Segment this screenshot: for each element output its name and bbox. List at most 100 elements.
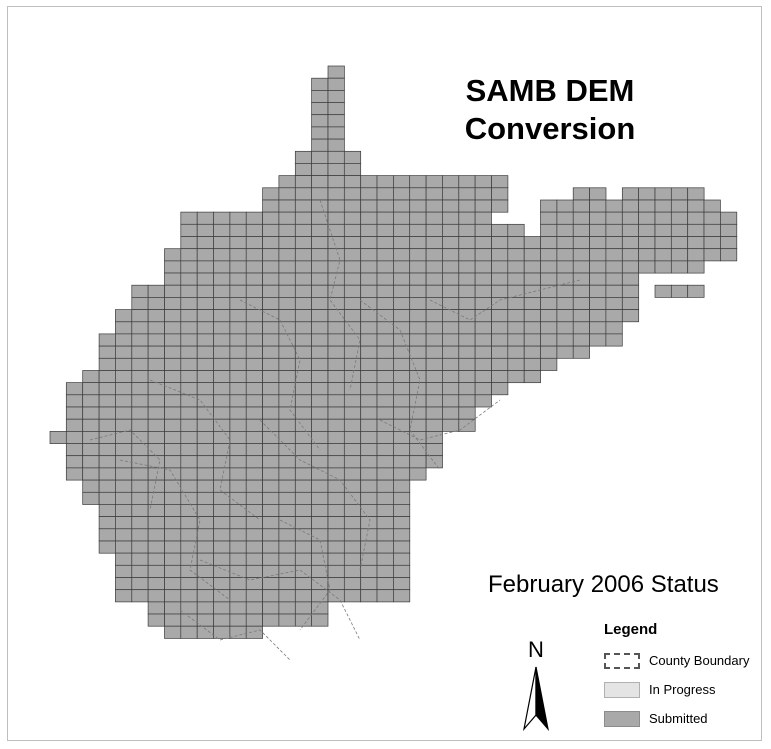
- dem-tile: [311, 552, 329, 566]
- dem-tile: [229, 333, 247, 347]
- dem-tile: [376, 540, 394, 554]
- dem-tile: [196, 431, 214, 444]
- dem-tile: [376, 357, 394, 371]
- dem-tile: [245, 601, 263, 615]
- dem-tile: [278, 297, 296, 310]
- dem-tile: [343, 357, 362, 371]
- dem-tile: [278, 601, 296, 615]
- dem-tile: [556, 321, 574, 335]
- dem-tile: [507, 309, 525, 323]
- dem-tile: [311, 491, 329, 505]
- dem-tile: [327, 90, 345, 103]
- dem-tile: [703, 248, 721, 262]
- dem-tile: [262, 223, 280, 237]
- dem-tile: [196, 272, 214, 286]
- dem-tile: [311, 357, 329, 371]
- dem-tile: [115, 516, 133, 530]
- dem-tile: [393, 540, 411, 554]
- dem-tile: [147, 284, 165, 298]
- dem-tile: [425, 199, 443, 213]
- dem-tile: [245, 370, 263, 384]
- dem-tile: [115, 504, 133, 517]
- dem-tile: [294, 321, 313, 335]
- dem-tile: [196, 406, 214, 420]
- dem-tile: [393, 406, 411, 420]
- dem-tile: [180, 260, 198, 274]
- dem-tile: [180, 370, 198, 384]
- dem-tile: [360, 248, 378, 262]
- dem-tile: [343, 223, 362, 237]
- dem-tile: [589, 333, 607, 347]
- dem-tile: [245, 491, 263, 505]
- dem-tile: [278, 455, 296, 469]
- dem-tile: [311, 102, 329, 116]
- dem-tile: [376, 394, 394, 408]
- dem-tile: [360, 199, 378, 213]
- dem-tile: [572, 187, 590, 201]
- dem-tile: [376, 370, 394, 384]
- dem-tile: [393, 418, 411, 432]
- dem-tile: [213, 564, 231, 578]
- dem-tile: [294, 491, 313, 505]
- dem-tile: [327, 589, 345, 603]
- dem-tile: [376, 516, 394, 530]
- dem-tile: [474, 223, 492, 237]
- dem-tile: [720, 236, 738, 250]
- dem-tile: [164, 431, 182, 444]
- dem-tile: [376, 528, 394, 542]
- in-progress-swatch: [604, 681, 640, 698]
- dem-tile: [572, 272, 590, 286]
- dem-tile: [654, 284, 672, 298]
- dem-tile: [164, 345, 182, 359]
- dem-tile: [343, 163, 362, 176]
- dem-tile: [458, 175, 476, 189]
- dem-tile: [245, 467, 263, 481]
- dem-tile: [196, 479, 214, 493]
- dem-tile: [605, 236, 623, 250]
- dem-tile: [491, 284, 509, 298]
- dem-tile: [360, 394, 378, 408]
- dem-tile: [294, 284, 313, 298]
- dem-tile: [491, 357, 509, 371]
- dem-tile: [82, 406, 100, 420]
- dem-tile: [196, 345, 214, 359]
- dem-tile: [360, 223, 378, 237]
- dem-tile: [98, 467, 116, 481]
- dem-tile: [180, 394, 198, 408]
- dem-tile: [425, 284, 443, 298]
- dem-tile: [262, 406, 280, 420]
- dem-tile: [393, 589, 411, 603]
- dem-tile: [180, 491, 198, 505]
- dem-tile: [245, 540, 263, 554]
- dem-tile: [164, 540, 182, 554]
- dem-tile: [425, 248, 443, 262]
- dem-tile: [393, 394, 411, 408]
- dem-tile: [376, 491, 394, 505]
- dem-tile: [442, 236, 460, 250]
- dem-tile: [442, 248, 460, 262]
- dem-tile: [164, 272, 182, 286]
- dem-tile: [327, 382, 345, 396]
- dem-tile: [65, 394, 84, 408]
- dem-tile: [229, 504, 247, 517]
- dem-tile: [196, 418, 214, 432]
- dem-tile: [393, 516, 411, 530]
- dem-tile: [556, 260, 574, 274]
- dem-tile: [311, 443, 329, 457]
- dem-tile: [376, 479, 394, 493]
- dem-tile: [523, 260, 541, 274]
- dem-tile: [376, 333, 394, 347]
- dem-tile: [605, 211, 623, 225]
- dem-tile: [294, 248, 313, 262]
- dem-tile: [115, 589, 133, 603]
- dem-tile: [213, 491, 231, 505]
- dem-tile: [703, 211, 721, 225]
- dem-tile: [474, 370, 492, 384]
- dem-tile: [278, 467, 296, 481]
- dem-tile: [311, 577, 329, 591]
- dem-tile: [278, 479, 296, 493]
- dem-tile: [523, 297, 541, 310]
- dem-tile: [327, 187, 345, 201]
- dem-tile: [98, 540, 116, 554]
- dem-tile: [572, 333, 590, 347]
